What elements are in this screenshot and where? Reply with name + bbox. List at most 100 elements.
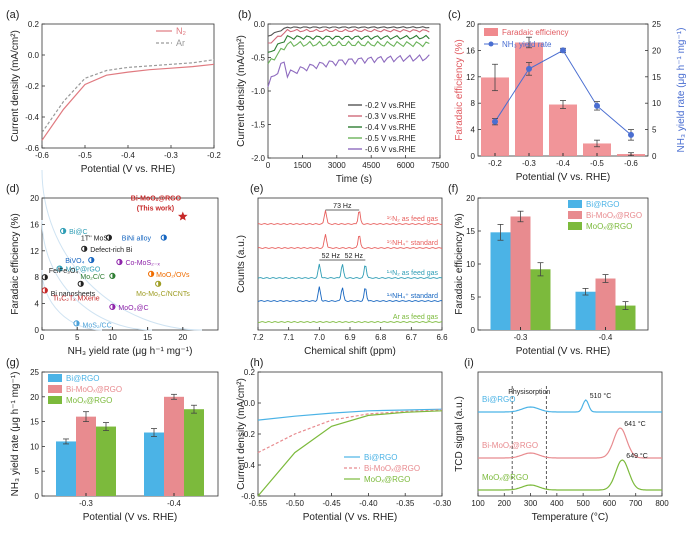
panel-g-legend-label: Bi-MoOₓ@RGO [66,385,122,394]
panel-d-point-fill [163,235,167,241]
panel-d-point-label: Fe/Fe₃O₄ [49,268,79,275]
panel-a-legend-label: N₂ [176,26,186,36]
panel-d-frame [41,197,219,331]
panel-e-xtick-label: 7.0 [314,333,326,342]
panel-d-point-fill [44,274,48,280]
panel-h-xtick-label: -0.45 [322,499,341,508]
panel-f-legend-swatch [568,222,582,230]
panel-d-point-fill [44,287,48,293]
panel-c-ytick-label: 12 [466,73,475,82]
panel-d-point-label: Ti₃C₂Tₓ MXene [53,295,100,302]
panel-g-frame [41,371,219,497]
panel-d-xtick-label: 10 [108,333,117,342]
panel-b-xtick-label: 3000 [328,161,346,170]
panel-c-ytick-label: 16 [466,46,475,55]
panel-d-point-fill [80,281,84,287]
panel-e-trace [257,210,443,225]
panel-b-xtick-label: 1500 [294,161,312,170]
panel-f-ytick-label: 10 [466,260,475,269]
panel-a-ytick-label: -0.6 [25,144,39,153]
panel-label-g: (g) [6,357,19,369]
panel-label-a: (a) [6,9,19,21]
panel-g-bar [56,441,76,496]
panel-a-line-N₂ [41,63,215,141]
panel-a-xtick-label: -0.6 [35,151,49,160]
panel-label-d: (d) [6,183,19,195]
panel-b-legend-label: -0.6 V vs.RHE [365,145,416,154]
panel-h-xtick-label: -0.55 [249,499,268,508]
panel-a-legend-label: Ar [176,38,185,48]
panel-c-ytick-label: 20 [466,20,475,29]
panel-f-bar [490,232,511,330]
panel-f-legend-swatch [568,211,582,219]
panel-g-ytick-label: 15 [30,418,39,427]
panel-f-legend-label: Bi@RGO [586,200,619,209]
panel-c-xtick-label: -0.5 [590,159,604,168]
panel-c-right-ytick-label: 0 [652,152,657,161]
panel-e-trace-label: ¹⁵NH₄⁺ standard [387,240,438,247]
panel-c-right-ytick-label: 25 [652,20,661,29]
panel-f-legend-swatch [568,200,582,208]
panel-h-xtick-label: -0.40 [359,499,378,508]
panel-d-point-label: Mo₂C/C [80,274,105,281]
panel-b-ytick-label: -0.5 [251,54,265,63]
panel-c-xtick-label: -0.3 [522,159,536,168]
panel-b-legend-label: -0.4 V vs.RHE [365,123,416,132]
panel-d-point-label: 1T'' MoS₂ [81,236,111,243]
panel-a-xtick-label: -0.5 [78,151,92,160]
panel-h-frame [257,371,443,497]
panel-d-guide-arc [41,219,153,331]
panel-b-ytick-label: 0.0 [254,20,266,29]
panel-f-bar [575,291,596,330]
panel-i-xlabel: Temperature (°C) [532,512,609,523]
panel-d-point-fill [59,266,63,272]
panel-d-ytick-label: 0 [35,326,40,335]
panel-h-ytick-label: -0.2 [241,430,255,439]
panel-e-trace [257,263,443,279]
panel-a-xtick-label: -0.3 [164,151,178,160]
panel-e-coupling-label: 52 Hz [345,253,364,260]
panel-f-bar [510,216,531,330]
panel-h-xtick-label: -0.30 [433,499,452,508]
panel-d-point-label: BiVO₄ [65,258,84,265]
panel-d-point-label: MoO₂/OVs [156,272,190,279]
panel-e-trace-label: ¹⁴NH₄⁺ standard [387,293,438,300]
panel-b-legend-label: -0.5 V vs.RHE [365,134,416,143]
panel-g-ytick-label: 25 [30,368,39,377]
panel-f-bar [595,278,616,330]
panel-label-b: (b) [238,9,251,21]
panel-g-ytick-label: 10 [30,442,39,451]
panel-c-bar [583,143,611,156]
panel-i-xtick-label: 800 [655,499,669,508]
panel-g-bar [144,432,164,496]
panel-h-line [257,410,443,497]
panel-d-point-label: MoP@rGO [66,267,101,274]
panel-c-right-ytick-label: 15 [652,73,661,82]
panel-e-xtick-label: 7.2 [252,333,264,342]
panel-g-bar [76,416,96,496]
panel-g-xtick-label: -0.3 [79,499,93,508]
panel-g-bar [96,426,116,496]
panel-a-ylabel: Current density (mA/cm²) [10,30,21,142]
panel-e-trace [257,286,443,302]
panel-a-ytick-label: 0.2 [28,20,40,29]
panel-g-legend-swatch [48,385,62,393]
panel-c-ytick-label: 4 [471,126,476,135]
panel-h-xlabel: Potential (V vs. RHE) [303,512,397,523]
panel-e-xtick-label: 6.9 [344,333,356,342]
panel-c-yield-point [594,102,600,109]
panel-a-xtick-label: -0.2 [207,151,221,160]
panel-g-legend-label: MoOₓ@RGO [66,396,112,405]
panel-i-xtick-label: 300 [524,499,538,508]
panel-b-xtick-label: 0 [266,161,271,170]
panel-h-legend-label: MoOₓ@RGO [364,475,410,484]
panel-a-ytick-label: 0.0 [28,51,40,60]
panel-b-line-3 [267,40,430,65]
panel-c-bar [549,104,577,156]
panel-b-xtick-label: 4500 [362,161,380,170]
panel-c-right-ytick-label: 10 [652,99,661,108]
panel-f-bar [530,269,551,330]
panel-d-point-fill [91,257,94,263]
panel-e-xtick-label: 6.8 [375,333,387,342]
panel-g-ytick-label: 20 [30,393,39,402]
